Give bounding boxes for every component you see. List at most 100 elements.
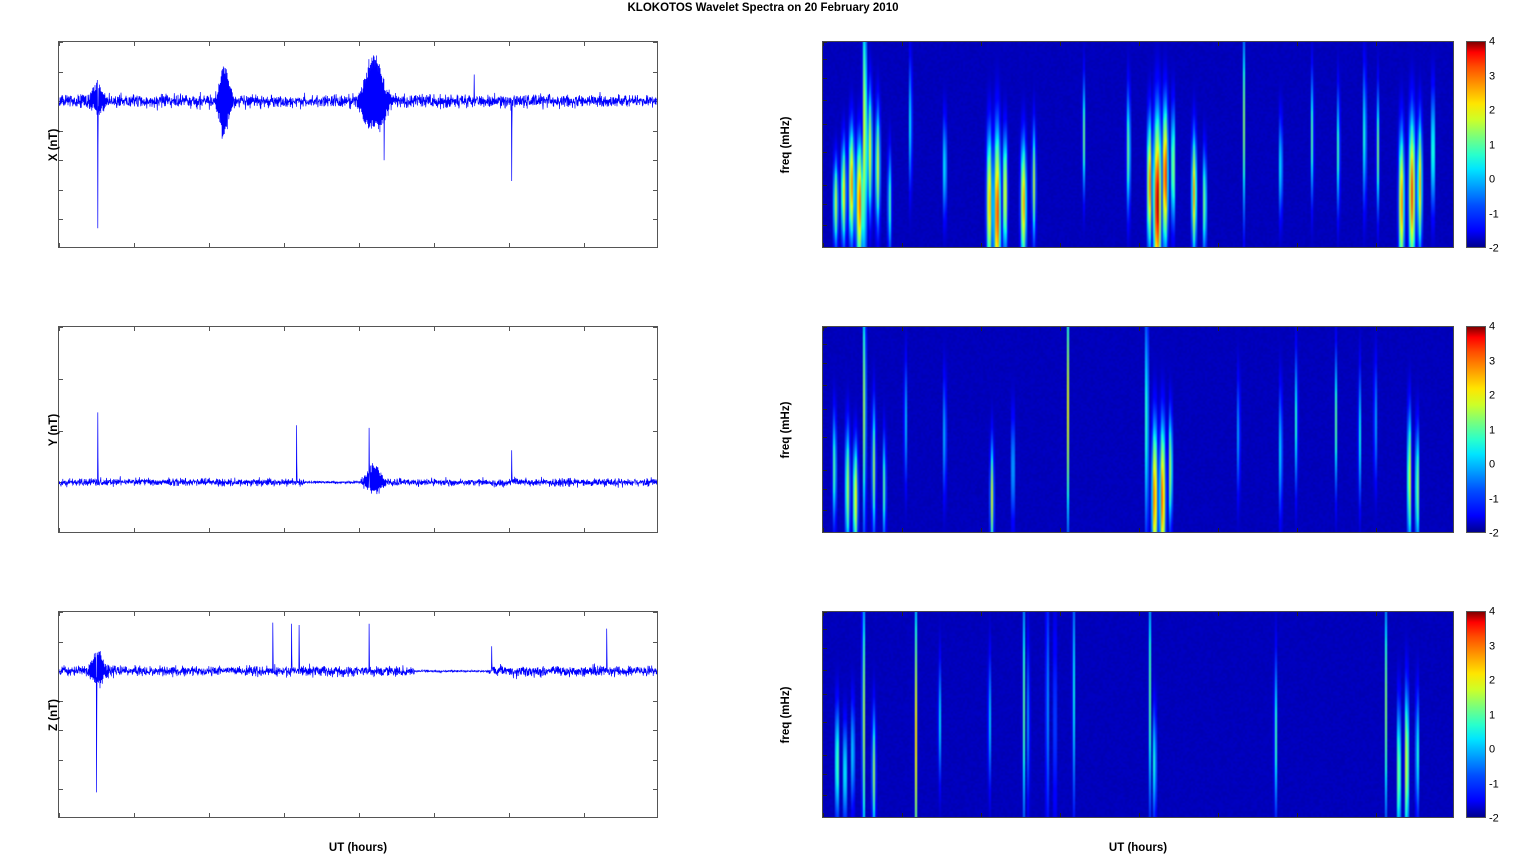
x-tick-mark (359, 42, 360, 46)
y-tick-mark (59, 730, 63, 732)
freq-axis-label-y: freq (mHz) (780, 401, 792, 458)
colorbar-x: 4 3 2 1 0 -1 -2 (1466, 36, 1499, 254)
x-tick-mark (902, 813, 903, 817)
y-tick-mark (653, 612, 657, 613)
x-tick-mark (1297, 327, 1298, 331)
x-tick-mark (509, 327, 510, 331)
filtered-signal-trace-y (59, 412, 657, 495)
colorbar-tick-label: 1 (1489, 139, 1496, 151)
freq-tick-mark (823, 327, 827, 328)
x-tick-mark (59, 327, 60, 331)
x-tick-mark (584, 243, 585, 247)
y-axis-label-y: Y (nT) (48, 413, 60, 446)
x-tick-mark (1139, 813, 1140, 817)
x-tick-mark (1297, 528, 1298, 532)
freq-tick-mark (823, 794, 827, 796)
x-tick-mark (434, 612, 435, 616)
x-tick-mark (209, 528, 210, 532)
x-tick-mark (1376, 243, 1377, 247)
freq-tick-mark (823, 99, 827, 101)
x-tick-mark (1297, 243, 1298, 247)
spectrogram-axes-x: Pc4 Wavelet Power2220181614121098700:000… (822, 41, 1454, 248)
x-tick-mark (284, 612, 285, 616)
freq-tick-mark (823, 509, 827, 511)
y-tick-mark (59, 641, 63, 643)
y-tick-mark (653, 671, 657, 673)
x-tick-mark (902, 612, 903, 616)
x-tick-mark (1139, 528, 1140, 532)
colorbar-tick-label: 2 (1489, 389, 1496, 402)
y-tick-mark (59, 219, 63, 221)
x-tick-mark (1060, 42, 1061, 46)
y-tick-mark (59, 42, 63, 43)
x-tick-mark (509, 612, 510, 616)
x-tick-mark (284, 813, 285, 817)
colorbar-tick-label: 1 (1489, 709, 1496, 721)
x-tick-mark (823, 612, 824, 616)
timeseries-axes-x: Filtered Series (cutoff at 7.5 mHz)10.50… (58, 41, 658, 248)
x-tick-mark (59, 528, 60, 532)
freq-tick-mark (823, 693, 827, 695)
y-tick-mark (59, 71, 63, 73)
x-tick-mark (59, 42, 60, 46)
x-axis-label-right: UT (hours) (1108, 842, 1168, 854)
freq-tick-mark (823, 721, 827, 723)
y-tick-mark (59, 700, 63, 702)
figure-title: KLOKOTOS Wavelet Spectra on 20 February … (627, 2, 899, 14)
colorbar-tick-label: 4 (1489, 320, 1496, 333)
freq-tick-mark (823, 612, 827, 613)
x-tick-mark (434, 813, 435, 817)
y-tick-mark (59, 130, 63, 132)
freq-tick-mark (823, 408, 827, 410)
x-tick-mark (1139, 42, 1140, 46)
y-tick-mark (653, 789, 657, 791)
x-tick-mark (209, 612, 210, 616)
x-tick-mark (823, 813, 824, 817)
x-tick-mark (1139, 327, 1140, 331)
x-tick-mark (1060, 327, 1061, 331)
y-tick-mark (653, 42, 657, 43)
spectrogram-axes-z: 2220181614121098700:0003:0006:0009:0012:… (822, 611, 1454, 818)
x-tick-mark (134, 42, 135, 46)
freq-tick-mark (823, 59, 827, 61)
x-tick-mark (902, 243, 903, 247)
x-tick-mark (584, 528, 585, 532)
freq-tick-mark (823, 184, 827, 186)
x-tick-mark (59, 243, 60, 247)
x-tick-mark (902, 528, 903, 532)
freq-tick-mark (823, 224, 827, 226)
x-tick-mark (584, 42, 585, 46)
x-tick-mark (359, 327, 360, 331)
colorbar-tick-label: 3 (1489, 355, 1496, 367)
x-tick-mark (1139, 243, 1140, 247)
freq-tick-mark (823, 363, 827, 365)
y-axis-label-z: Z (nT) (48, 698, 60, 731)
colorbar-z: 4 3 2 1 0 -1 -2 (1466, 606, 1499, 824)
freq-tick-mark (823, 669, 827, 671)
x-tick-mark (823, 243, 824, 247)
x-tick-mark (134, 813, 135, 817)
x-tick-mark (509, 528, 510, 532)
freq-tick-mark (823, 754, 827, 756)
colorbar-tick-label: -1 (1489, 778, 1499, 790)
freq-tick-mark (823, 151, 827, 153)
y-tick-mark (653, 378, 657, 380)
colorbar-tick-label: 4 (1489, 605, 1496, 618)
colorbar-tick-label: 1 (1489, 424, 1496, 436)
x-tick-mark (134, 612, 135, 616)
freq-tick-mark (823, 203, 827, 205)
colorbar-tick-label: 2 (1489, 104, 1496, 117)
filtered-signal-trace-x (59, 55, 657, 229)
y-tick-mark (653, 430, 657, 432)
y-tick-mark (59, 482, 63, 484)
freq-tick-mark (823, 123, 827, 125)
y-tick-mark (653, 641, 657, 643)
y-tick-mark (653, 160, 657, 162)
x-tick-mark (209, 327, 210, 331)
colorbar-tick-label: -1 (1489, 208, 1499, 220)
y-tick-mark (59, 612, 63, 613)
y-tick-mark (653, 700, 657, 702)
colorbar-tick-label: 0 (1489, 743, 1496, 756)
x-tick-mark (359, 612, 360, 616)
y-tick-mark (59, 378, 63, 380)
